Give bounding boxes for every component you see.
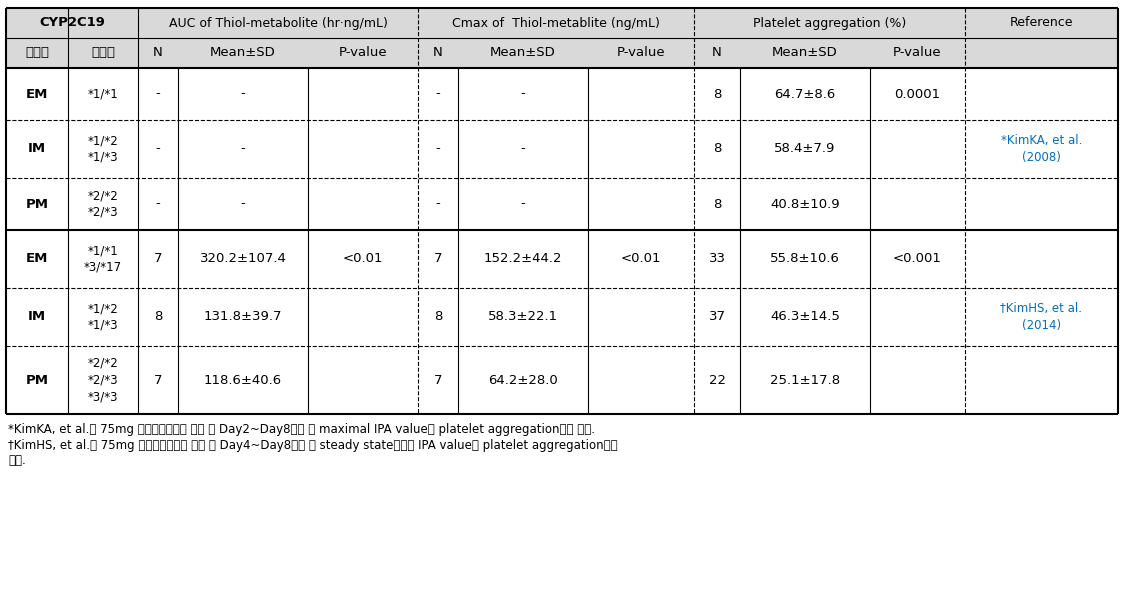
Text: 320.2±107.4: 320.2±107.4 [200,252,287,266]
Text: *1/*2
*1/*3: *1/*2 *1/*3 [88,134,118,164]
Text: Reference: Reference [1010,17,1073,29]
Text: 58.3±22.1: 58.3±22.1 [488,310,558,324]
Text: Mean±SD: Mean±SD [491,47,556,59]
Text: -: - [156,197,160,210]
Text: 8: 8 [713,87,721,100]
Text: EM: EM [26,87,49,100]
Text: N: N [153,47,162,59]
Text: 152.2±44.2: 152.2±44.2 [484,252,562,266]
Text: 8: 8 [434,310,442,324]
Text: *1/*1
*3/*17: *1/*1 *3/*17 [83,244,122,274]
Text: 131.8±39.7: 131.8±39.7 [204,310,282,324]
Text: *1/*1: *1/*1 [88,87,118,100]
Text: 7: 7 [434,374,442,386]
Bar [6,8,1118,38]
Text: 8: 8 [153,310,162,324]
Text: 유전형: 유전형 [91,47,115,59]
Text: CYP2C19: CYP2C19 [39,17,105,29]
Text: Platelet aggregation (%): Platelet aggregation (%) [752,17,906,29]
Text: 118.6±40.6: 118.6±40.6 [204,374,282,386]
Text: EM: EM [26,252,49,266]
Text: -: - [240,87,246,100]
Text: P-value: P-value [617,47,666,59]
Text: *KimKA, et al.
(2008): *KimKA, et al. (2008) [1001,134,1082,164]
Text: -: - [521,87,526,100]
Text: -: - [240,197,246,210]
Text: 8: 8 [713,142,721,155]
Text: PM: PM [26,197,49,210]
Text: 64.7±8.6: 64.7±8.6 [775,87,836,100]
Text: 25.1±17.8: 25.1±17.8 [770,374,840,386]
Text: †KimHS, et al.
(2014): †KimHS, et al. (2014) [1001,302,1083,332]
Bar [6,38,1118,68]
Text: 46.3±14.5: 46.3±14.5 [770,310,840,324]
Text: 0.0001: 0.0001 [895,87,941,100]
Text: N: N [712,47,722,59]
Text: 64.2±28.0: 64.2±28.0 [488,374,558,386]
Text: 55.8±10.6: 55.8±10.6 [770,252,840,266]
Text: 7: 7 [153,374,162,386]
Text: -: - [435,87,440,100]
Text: P-value: P-value [893,47,942,59]
Text: 22: 22 [708,374,725,386]
Text: -: - [156,142,160,155]
Text: IM: IM [28,310,46,324]
Text: -: - [521,197,526,210]
Text: 7: 7 [153,252,162,266]
Text: 40.8±10.9: 40.8±10.9 [770,197,840,210]
Text: *1/*2
*1/*3: *1/*2 *1/*3 [88,302,118,332]
Text: Cmax of  Thiol-metablite (ng/mL): Cmax of Thiol-metablite (ng/mL) [452,17,660,29]
Text: -: - [521,142,526,155]
Text: *KimKA, et al.은 75mg 클로피도그렘을 복용 후 Day2~Day8까지 중 maximal IPA value로 platelet aggr: *KimKA, et al.은 75mg 클로피도그렘을 복용 후 Day2~D… [8,423,594,437]
Text: -: - [156,87,160,100]
Text: *2/*2
*2/*3: *2/*2 *2/*3 [88,189,118,219]
Text: *2/*2
*2/*3
*3/*3: *2/*2 *2/*3 *3/*3 [88,357,118,403]
Text: <0.01: <0.01 [620,252,661,266]
Text: PM: PM [26,374,49,386]
Text: -: - [435,197,440,210]
Text: 표현형: 표현형 [25,47,49,59]
Text: 8: 8 [713,197,721,210]
Text: <0.01: <0.01 [343,252,384,266]
Text: N: N [433,47,443,59]
Text: 37: 37 [708,310,725,324]
Text: Mean±SD: Mean±SD [210,47,276,59]
Text: -: - [240,142,246,155]
Text: 58.4±7.9: 58.4±7.9 [774,142,836,155]
Text: †KimHS, et al.은 75mg 클로피도그레을 복용 후 Day4~Day8까지 중 steady state에서의 IPA value로 plate: †KimHS, et al.은 75mg 클로피도그레을 복용 후 Day4~D… [8,440,618,453]
Text: IM: IM [28,142,46,155]
Text: 제시.: 제시. [8,454,26,468]
Text: AUC of Thiol-metabolite (hr·ng/mL): AUC of Thiol-metabolite (hr·ng/mL) [168,17,387,29]
Text: 7: 7 [434,252,442,266]
Text: 33: 33 [708,252,725,266]
Text: -: - [435,142,440,155]
Text: Mean±SD: Mean±SD [773,47,838,59]
Text: P-value: P-value [338,47,387,59]
Text: <0.001: <0.001 [893,252,942,266]
